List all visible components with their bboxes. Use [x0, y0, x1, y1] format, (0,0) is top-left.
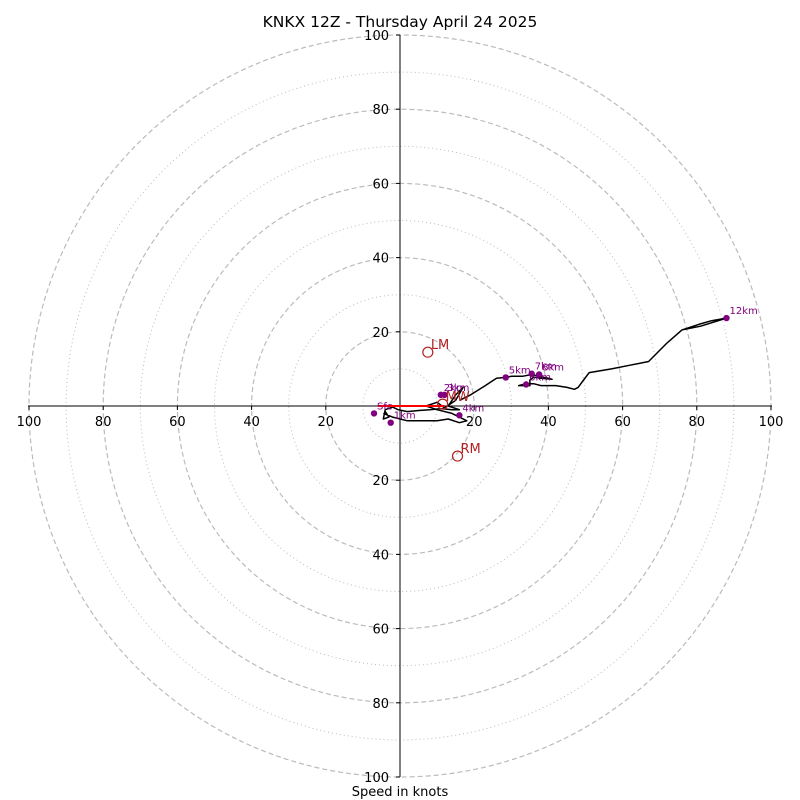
x-tick-label: 60: [169, 415, 186, 430]
height-point: [370, 410, 378, 417]
height-point: [456, 412, 463, 419]
height-point: [723, 314, 730, 322]
x-tick-label: 100: [17, 415, 42, 430]
height-label: 7km: [535, 362, 557, 373]
ticks-layer: 100 80 60 40 20 20 40 60 80 100 100 80 60 40 20 20 40 60 8…: [17, 29, 784, 786]
storm-motion-label: RM: [461, 442, 481, 457]
height-point: [441, 391, 448, 399]
trace-layer: [377, 317, 728, 424]
height-point: [528, 370, 535, 377]
storm-motion-layer: LM RM MW: [422, 338, 481, 462]
y-tick-label: 20: [372, 474, 389, 489]
height-label: 4km: [462, 403, 484, 414]
height-label: 6km: [529, 372, 551, 383]
y-tick-label: 40: [372, 252, 389, 267]
height-label: 5km: [509, 365, 531, 376]
height-point: [502, 374, 509, 381]
storm-motion-label: MW: [446, 390, 470, 405]
x-tick-label: 80: [689, 415, 706, 430]
y-tick-label: 60: [372, 623, 389, 638]
x-tick-label: 60: [614, 415, 631, 430]
x-axis-label: Speed in knots: [352, 785, 449, 800]
x-tick-label: 20: [318, 415, 335, 430]
height-label: 2km: [444, 383, 466, 394]
storm-motion-label: LM: [431, 338, 449, 353]
y-tick-label: 20: [372, 326, 389, 341]
height-label: 1km: [394, 411, 416, 422]
height-label: 12km: [729, 306, 757, 317]
y-tick-label: 80: [372, 697, 389, 712]
x-tick-label: 20: [466, 415, 483, 430]
x-tick-label: 80: [95, 415, 112, 430]
height-label: Sfc: [377, 401, 392, 412]
y-tick-label: 80: [372, 103, 389, 118]
height-point: [387, 419, 394, 426]
storm-motion-marker: [451, 450, 464, 462]
y-tick-label: 100: [364, 29, 389, 44]
height-label: 3km: [448, 383, 470, 394]
hodograph-trace-upper: [459, 317, 728, 402]
height-point: [522, 381, 530, 388]
x-tick-label: 100: [759, 415, 784, 430]
x-tick-label: 40: [243, 415, 260, 430]
y-tick-label: 40: [372, 548, 389, 563]
chart-title: KNKX 12Z - Thursday April 24 2025: [263, 13, 538, 31]
y-tick-label: 60: [372, 177, 389, 192]
x-tick-label: 40: [540, 415, 557, 430]
y-tick-label: 100: [364, 771, 389, 786]
storm-motion-marker: [422, 346, 434, 358]
height-label: 8km: [542, 362, 564, 373]
storm-motion-marker: [437, 398, 449, 410]
hodograph-trace-low: [382, 386, 468, 424]
height-point: [535, 371, 543, 378]
